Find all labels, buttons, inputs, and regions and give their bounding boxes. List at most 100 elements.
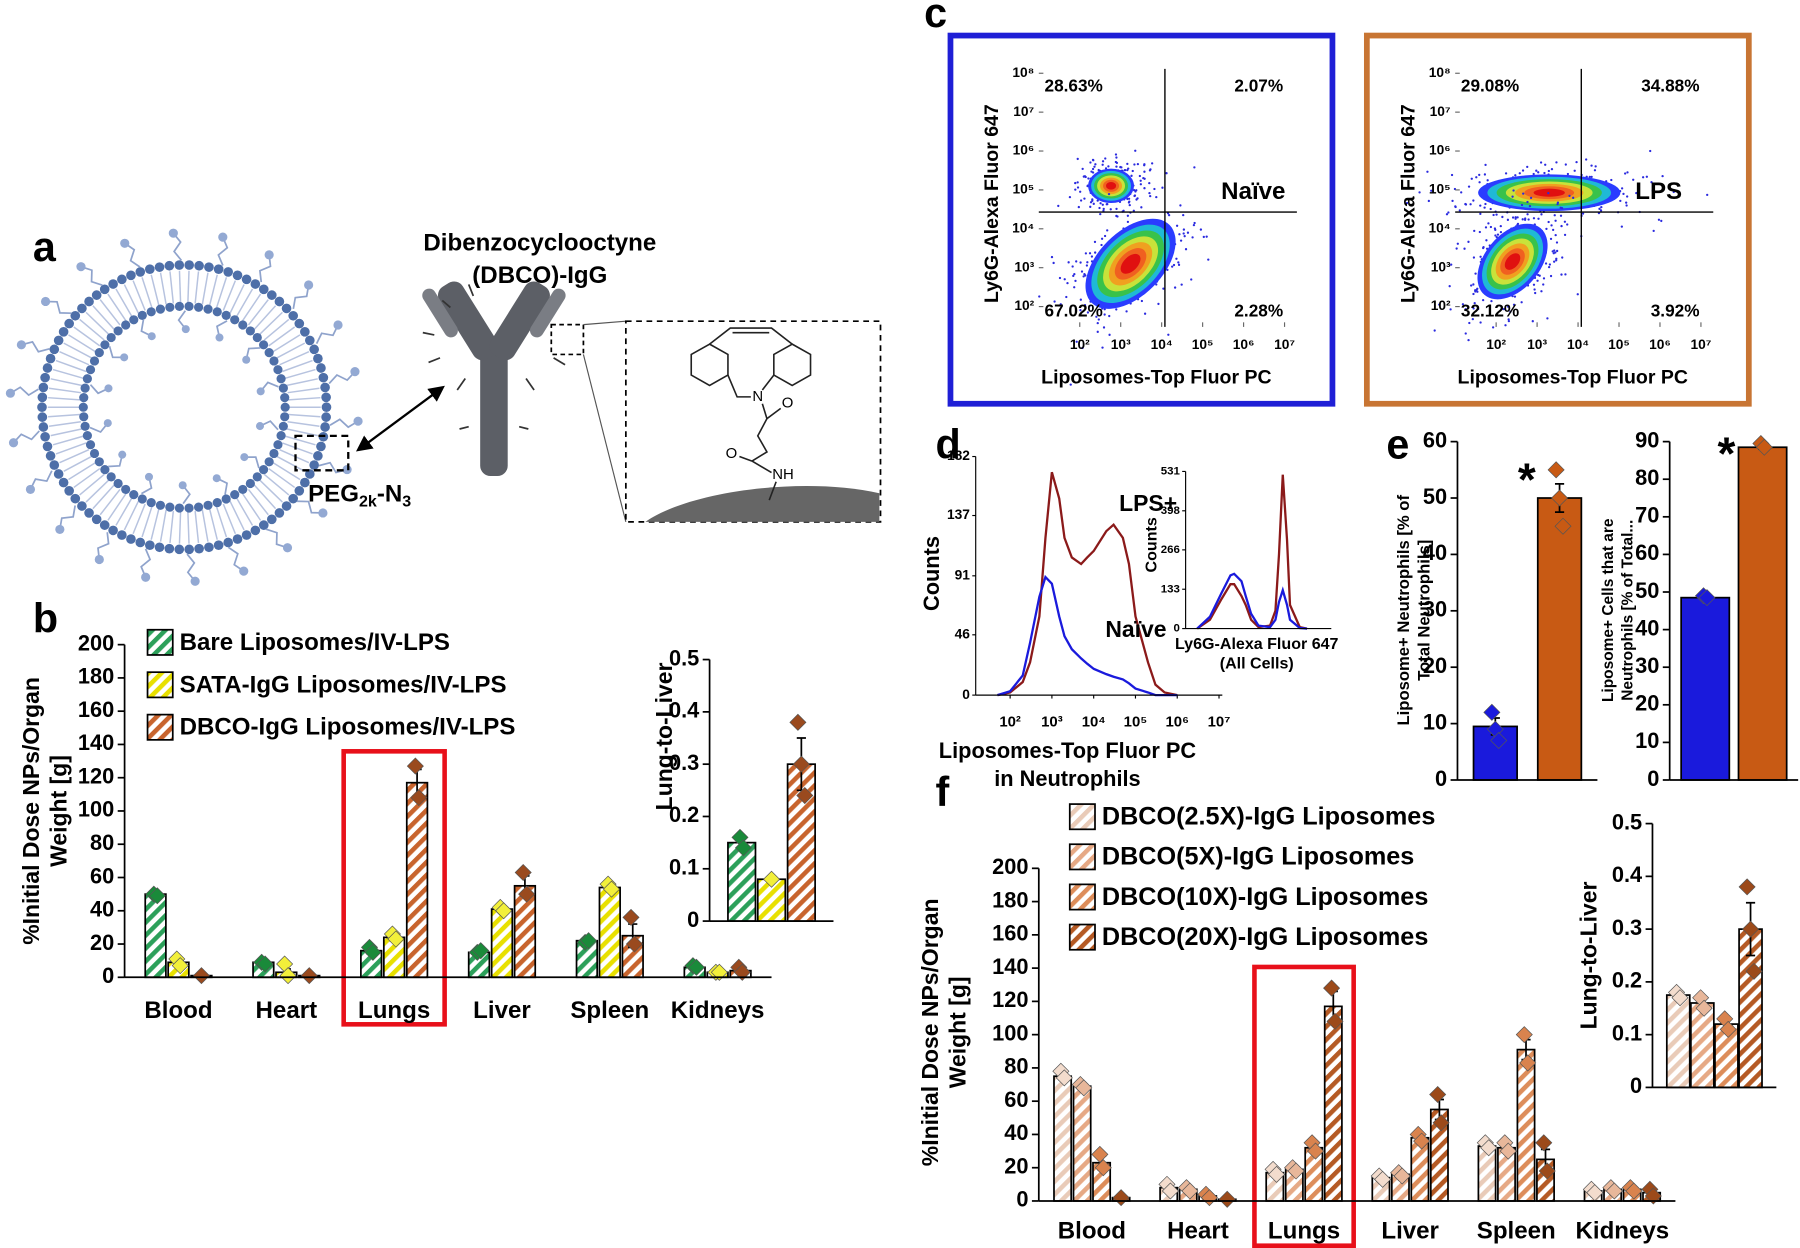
density-dot xyxy=(1134,190,1137,193)
legend-label: SATA-IgG Liposomes/IV-LPS xyxy=(180,671,507,698)
lipid-head xyxy=(64,318,74,329)
density-dot xyxy=(1072,274,1075,278)
lipid-tail xyxy=(187,511,190,544)
lipid-tail xyxy=(241,293,262,322)
density-dot xyxy=(1506,305,1510,308)
lipid-head xyxy=(294,318,305,329)
lipid-head xyxy=(40,372,50,383)
data-point xyxy=(148,887,166,905)
density-dot xyxy=(1620,225,1623,228)
lipid-head xyxy=(91,290,102,300)
lipid-tail xyxy=(63,342,93,359)
lipid-tail xyxy=(194,271,200,304)
peg-chain xyxy=(329,418,359,429)
lipid-tail xyxy=(276,342,306,359)
density-dot xyxy=(1143,164,1146,167)
density-dot xyxy=(1100,243,1103,247)
data-point xyxy=(1519,1054,1537,1072)
x-axis-label: Liposomes-Top Fluor PC xyxy=(1041,367,1271,389)
density-dot xyxy=(1085,264,1089,267)
lipid-head xyxy=(64,485,74,496)
density-dot xyxy=(1514,174,1517,177)
density-dot xyxy=(1573,169,1576,172)
density-dot xyxy=(1177,263,1181,266)
density-dot xyxy=(1081,167,1084,171)
density-dot xyxy=(1081,346,1084,350)
lipid-head xyxy=(223,537,234,548)
peg-end xyxy=(144,472,153,481)
density-dot xyxy=(1082,275,1085,278)
highlight-box xyxy=(1252,964,1356,1248)
lipid-head xyxy=(38,422,49,432)
density-dot xyxy=(1103,234,1107,238)
x-tick-label: Heart xyxy=(1167,1217,1229,1244)
data-point xyxy=(364,943,382,961)
lipid-head xyxy=(194,502,204,512)
lipid-head xyxy=(213,264,224,275)
lipid-tail xyxy=(247,489,269,516)
density-dot xyxy=(1093,165,1096,168)
lipid-tail xyxy=(187,270,190,303)
density-dot xyxy=(1139,183,1142,186)
lipid-head xyxy=(58,477,69,488)
density-dot xyxy=(1473,301,1476,305)
density-dot xyxy=(1532,283,1536,286)
panel-label: b xyxy=(33,596,58,642)
density-dot xyxy=(1547,266,1551,269)
y-tick-label: 10⁷ xyxy=(1430,104,1451,119)
density-dot xyxy=(1057,204,1060,208)
density-dot xyxy=(1542,277,1546,280)
lipid-tail xyxy=(55,359,87,373)
density-dot xyxy=(1107,165,1110,168)
y-tick-label: 90 xyxy=(1635,427,1659,452)
density-dot xyxy=(1138,174,1142,178)
density-dot xyxy=(1528,204,1532,208)
data-point xyxy=(1698,589,1716,607)
density-dot xyxy=(1469,203,1472,206)
data-point xyxy=(1307,1142,1325,1160)
lipid-head xyxy=(174,301,185,311)
density-dot xyxy=(1547,220,1550,224)
series-label: LPS+ xyxy=(1119,490,1177,516)
peg-end xyxy=(103,419,112,428)
x-tick-label: Blood xyxy=(1058,1217,1126,1244)
lipid-head xyxy=(78,402,88,412)
density-dot xyxy=(1566,172,1570,176)
density-dot xyxy=(1549,274,1553,278)
y-tick-label: 0.1 xyxy=(669,855,699,880)
density-dot xyxy=(1451,199,1454,203)
density-dot xyxy=(1546,317,1549,320)
density-dot xyxy=(1484,163,1487,167)
data-point xyxy=(734,839,752,857)
density-dot xyxy=(1148,181,1151,185)
lipid-head xyxy=(45,353,56,364)
density-dot xyxy=(1143,312,1147,315)
density-dot xyxy=(1143,170,1146,173)
peg-end xyxy=(212,474,221,483)
data-point xyxy=(1538,1162,1556,1180)
density-dot xyxy=(1166,268,1169,272)
peg-end xyxy=(318,508,328,518)
lipid-head xyxy=(113,326,123,336)
lipid-head xyxy=(40,431,50,442)
y-tick-label: 266 xyxy=(1161,544,1180,556)
data-point xyxy=(192,967,210,985)
lipid-head xyxy=(318,372,329,383)
density-dot xyxy=(1484,202,1487,206)
density-dot xyxy=(1521,218,1524,221)
lipid-tail xyxy=(169,510,175,544)
lipid-head xyxy=(174,503,185,513)
lipid-head xyxy=(276,431,286,441)
density-dot xyxy=(1093,240,1097,244)
y-tick-label: 40 xyxy=(1635,615,1659,640)
data-point xyxy=(1644,1187,1662,1205)
density-dot xyxy=(1076,186,1080,189)
density-dot xyxy=(1516,222,1520,226)
density-dot xyxy=(1560,273,1563,276)
density-dot xyxy=(1512,189,1515,192)
density-dot xyxy=(1563,233,1567,237)
y-tick-label: 10⁸ xyxy=(1012,65,1034,80)
density-dot xyxy=(1560,224,1563,228)
density-dot xyxy=(1098,206,1101,210)
x-tick-label: Lungs xyxy=(358,997,430,1024)
